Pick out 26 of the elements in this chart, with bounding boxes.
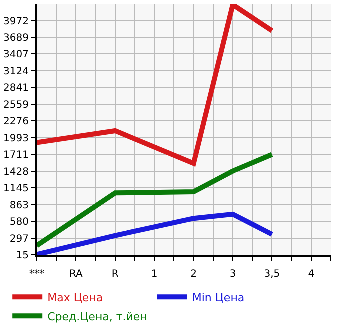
y-tick-label: 2559: [4, 100, 29, 111]
x-tick-label: 3: [230, 269, 236, 280]
y-tick-label: 1428: [4, 166, 29, 178]
x-tick-label: 4: [308, 269, 315, 280]
x-tick-label: ***: [30, 269, 44, 280]
x-tick-label: 1: [151, 269, 158, 280]
x-tick-label: RA: [70, 269, 84, 280]
y-tick-label: 1711: [4, 150, 29, 162]
y-tick-label: 3124: [4, 66, 29, 78]
y-tick-label: 580: [10, 217, 29, 228]
y-tick-label: 1993: [4, 133, 29, 144]
x-tick-label: R: [112, 269, 119, 280]
x-tick-label: 2: [190, 269, 197, 280]
x-tick-label: 3,5: [264, 269, 280, 280]
y-tick-label: 3407: [4, 50, 29, 61]
y-tick-label: 3972: [4, 16, 29, 28]
legend-label: Max Цена: [48, 291, 104, 304]
y-tick-label: 1145: [4, 184, 29, 195]
legend-label: Сред.Цена, т.йен: [48, 310, 148, 324]
y-tick-label: 2276: [4, 116, 29, 128]
y-tick-label: 863: [10, 200, 29, 212]
legend-label: Min Цена: [192, 291, 245, 304]
y-tick-label: 15: [16, 250, 29, 262]
y-tick-label: 3689: [4, 33, 29, 44]
y-tick-label: 297: [10, 234, 29, 245]
y-tick-label: 2841: [4, 83, 29, 94]
